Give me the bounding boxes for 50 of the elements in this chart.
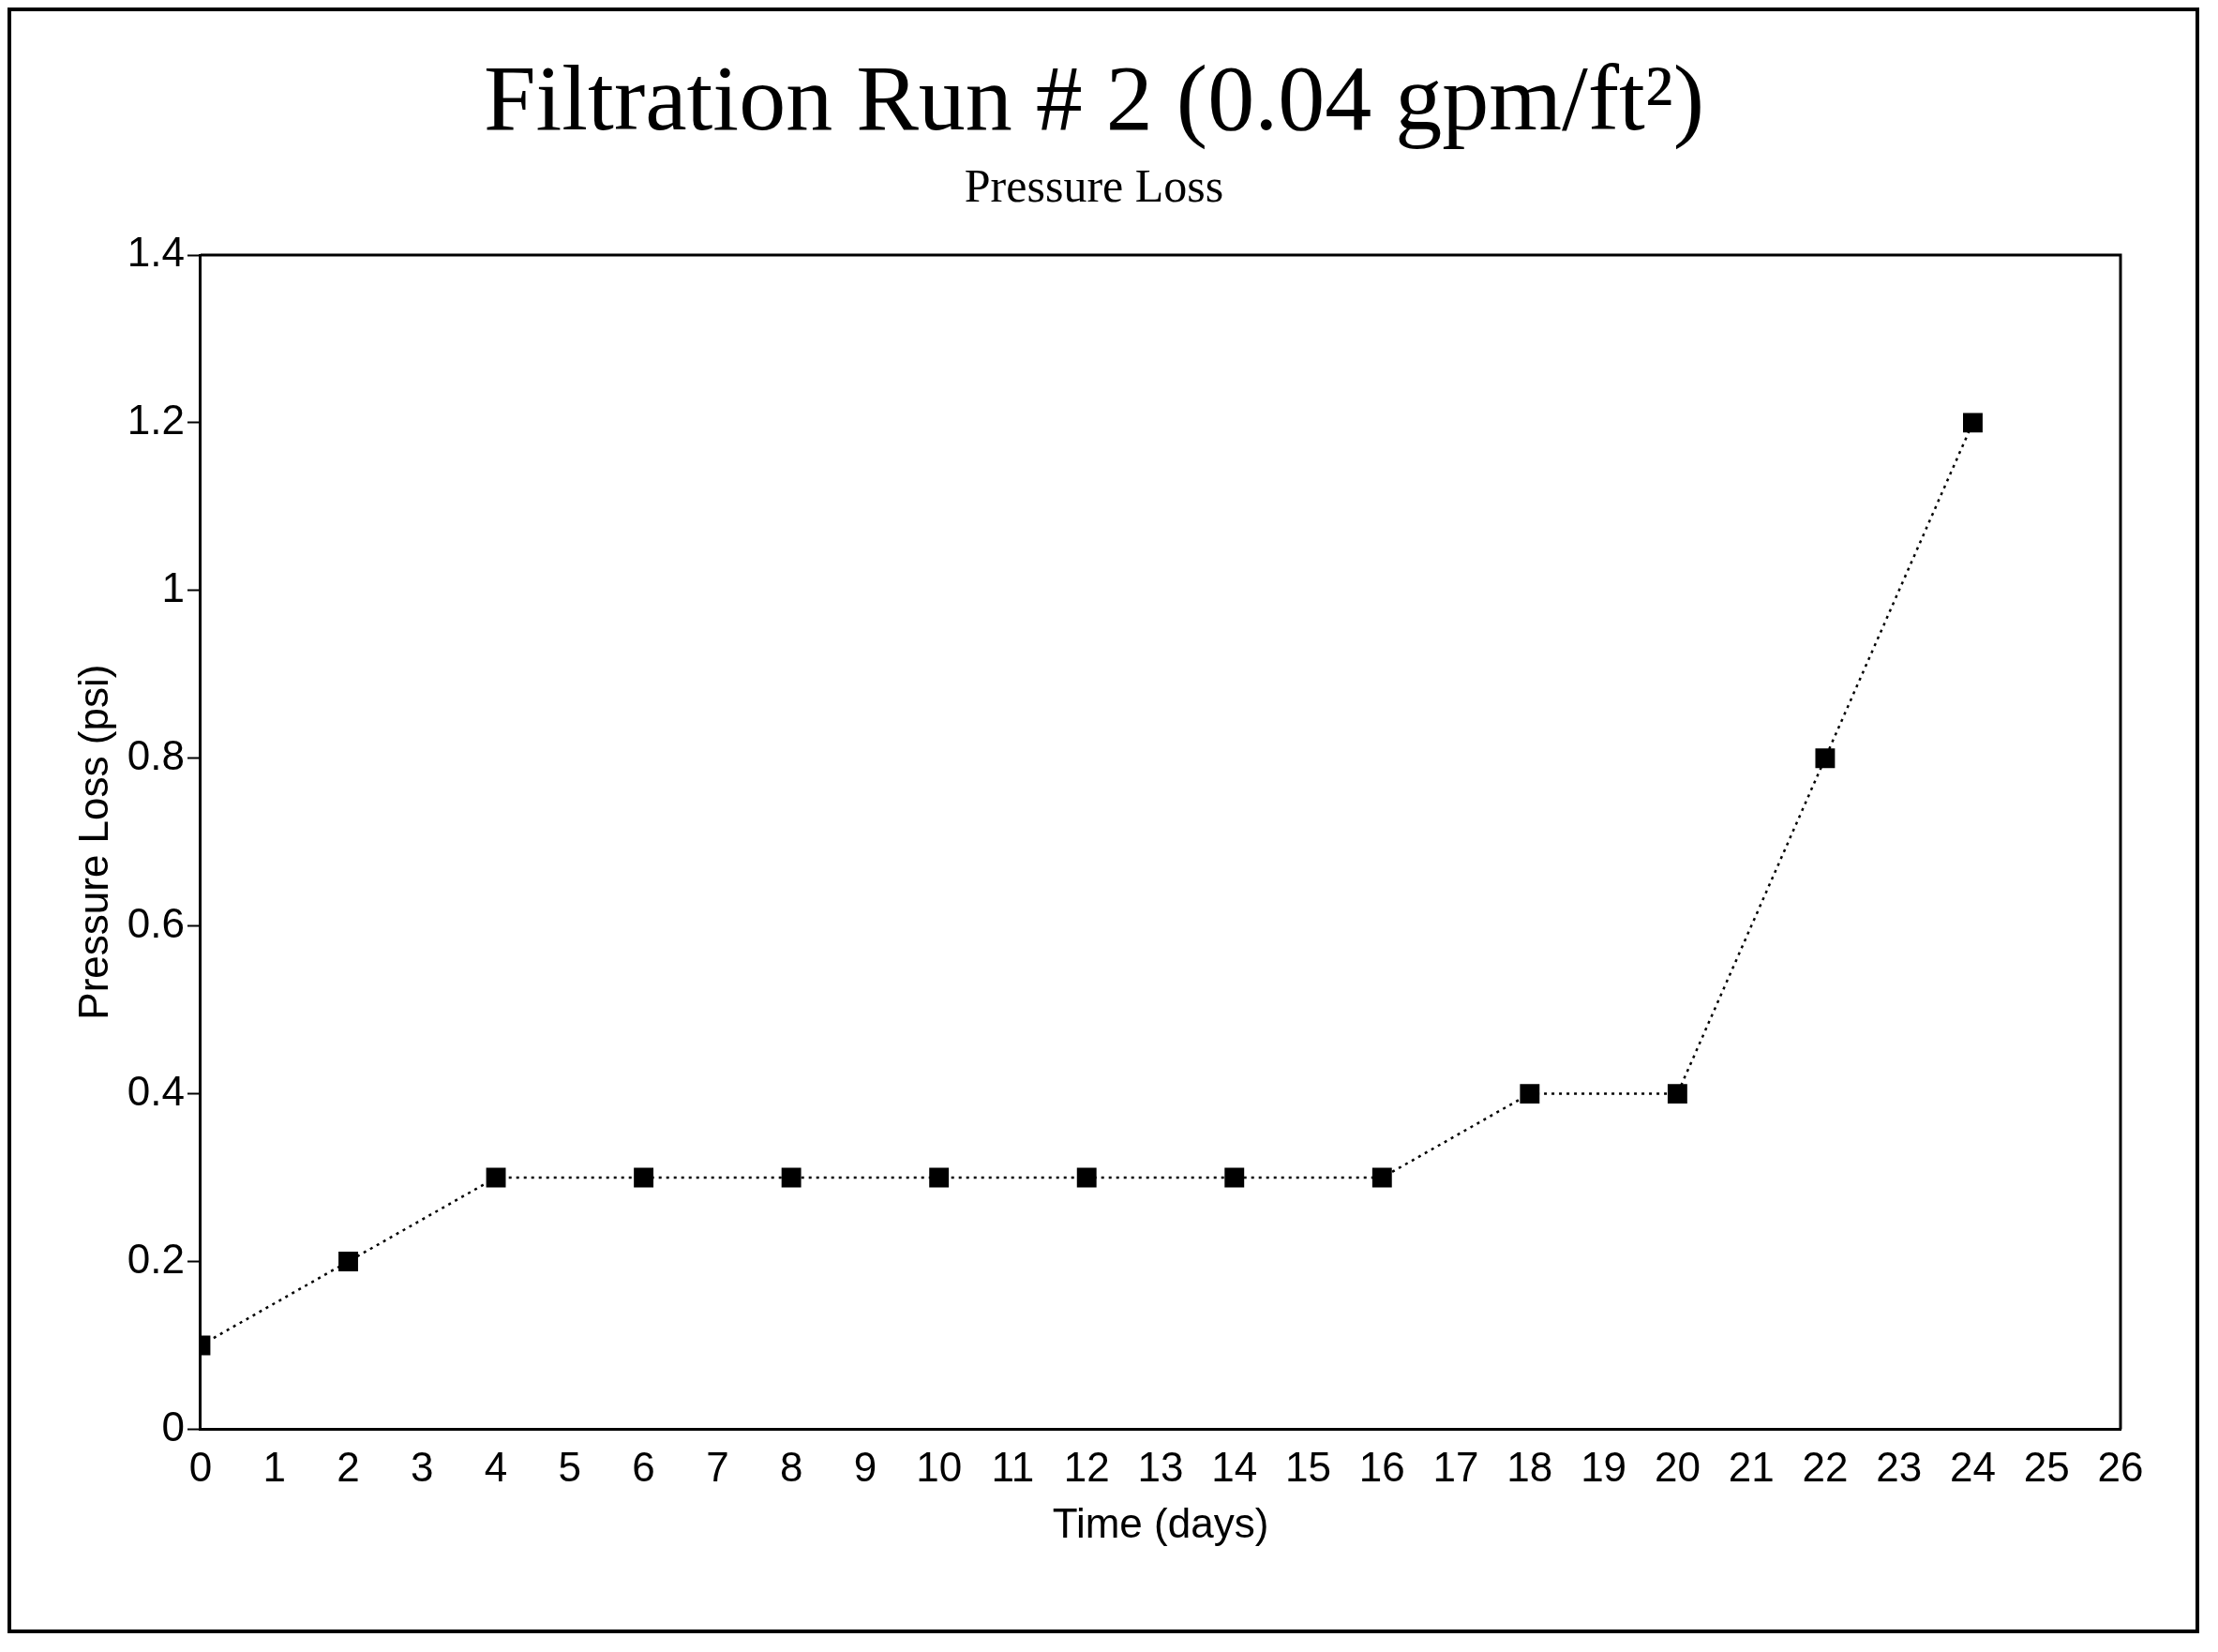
point (1667, 1084, 1687, 1104)
chart-title: Filtration Run # 2 (0.04 gpm/ft²) (483, 46, 1705, 151)
x-tick-label: 3 (411, 1443, 434, 1490)
x-tick-label: 18 (1506, 1443, 1553, 1490)
x-tick-label: 19 (1581, 1443, 1627, 1490)
x-tick-label: 13 (1137, 1443, 1184, 1490)
x-tick-label: 26 (2097, 1443, 2144, 1490)
x-tick-label: 17 (1432, 1443, 1479, 1490)
x-tick-label: 10 (916, 1443, 963, 1490)
x-tick-label: 22 (1802, 1443, 1849, 1490)
point (1815, 748, 1836, 769)
x-tick-label: 2 (337, 1443, 360, 1490)
point (338, 1252, 358, 1271)
x-tick-label: 11 (991, 1443, 1035, 1490)
x-tick-label: 9 (853, 1443, 877, 1490)
point (634, 1167, 654, 1188)
x-tick-label: 15 (1285, 1443, 1331, 1490)
chart-subtitle: Pressure Loss (964, 159, 1224, 213)
x-tick-label: 25 (2023, 1443, 2070, 1490)
x-axis-title: Time (days) (1052, 1499, 1269, 1546)
y-tick-label: 0.8 (127, 731, 185, 778)
point (929, 1167, 950, 1188)
x-tick-label: 20 (1654, 1443, 1701, 1490)
x-tick-label: 4 (484, 1443, 508, 1490)
point (1224, 1167, 1245, 1188)
x-tick-label: 7 (706, 1443, 729, 1490)
y-tick-label: 0.2 (127, 1235, 185, 1282)
y-tick-label: 0.4 (127, 1067, 185, 1114)
x-tick-label: 23 (1876, 1443, 1923, 1490)
x-tick-label: 5 (558, 1443, 582, 1490)
point (1371, 1167, 1392, 1188)
point (486, 1167, 506, 1188)
y-tick-label: 1.2 (127, 397, 185, 443)
y-tick-label: 0.6 (127, 899, 185, 946)
x-tick-label: 6 (632, 1443, 655, 1490)
x-tick-label: 1 (262, 1443, 286, 1490)
point (1963, 413, 1983, 433)
x-tick-label: 8 (779, 1443, 803, 1490)
y-tick-label: 1 (161, 563, 185, 610)
point (781, 1167, 802, 1188)
point (1520, 1084, 1540, 1104)
x-tick-label: 14 (1211, 1443, 1258, 1490)
x-tick-label: 21 (1728, 1443, 1775, 1490)
x-tick-label: 24 (1949, 1443, 1996, 1490)
y-axis-title: Pressure Loss (psi) (69, 664, 116, 1020)
point (1076, 1167, 1097, 1188)
y-tick-label: 1.4 (127, 229, 185, 276)
x-tick-label: 12 (1063, 1443, 1110, 1490)
y-tick-label: 0 (161, 1403, 185, 1449)
x-tick-label: 16 (1358, 1443, 1405, 1490)
